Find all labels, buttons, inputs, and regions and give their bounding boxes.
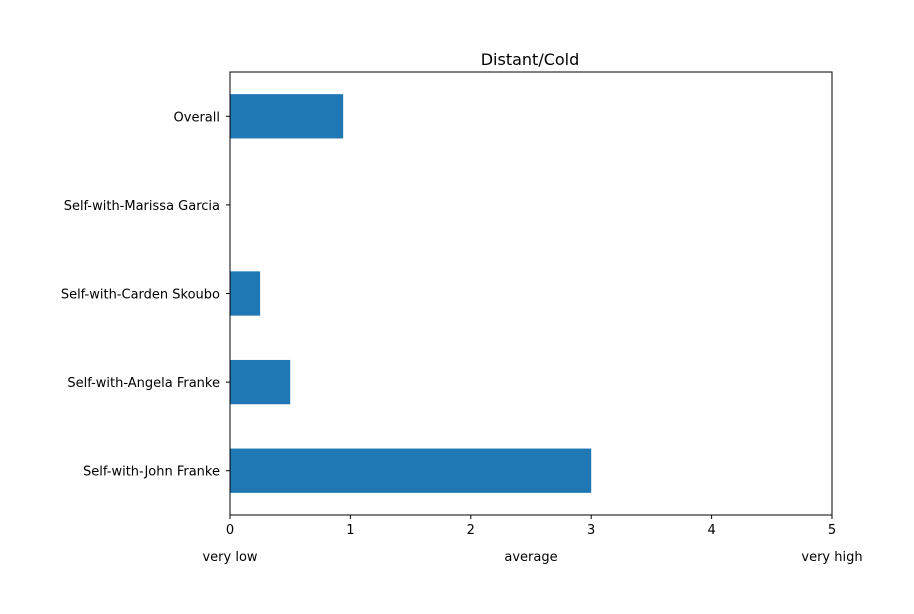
x-tick-label-1: 1	[346, 523, 354, 538]
scale-label-0: very low	[202, 550, 257, 565]
scale-label-1: average	[504, 550, 557, 565]
bar-4	[230, 448, 592, 493]
x-tick-label-0: 0	[226, 523, 234, 538]
chart-title: Distant/Cold	[481, 50, 580, 69]
bar-3	[230, 359, 291, 405]
y-tick-label-4: Self-with-John Franke	[83, 465, 220, 480]
x-tick-label-3: 3	[587, 523, 595, 538]
scale-labels: very low average very high	[202, 550, 862, 565]
bar-2	[230, 271, 261, 316]
y-tick-label-3: Self-with-Angela Franke	[67, 376, 220, 391]
y-tick-label-2: Self-with-Carden Skoubo	[61, 288, 220, 303]
bars-group	[230, 94, 592, 493]
x-tick-label-5: 5	[828, 523, 836, 538]
y-tick-label-0: Overall	[174, 110, 220, 125]
y-axis: Overall Self-with-Marissa Garcia Self-with…	[61, 110, 230, 480]
bar-0	[230, 94, 344, 139]
x-tick-label-4: 4	[707, 523, 715, 538]
x-axis: 0 1 2 3 4 5	[226, 515, 836, 538]
scale-label-2: very high	[801, 550, 862, 565]
y-tick-label-1: Self-with-Marissa Garcia	[64, 199, 220, 214]
x-tick-label-2: 2	[467, 523, 475, 538]
